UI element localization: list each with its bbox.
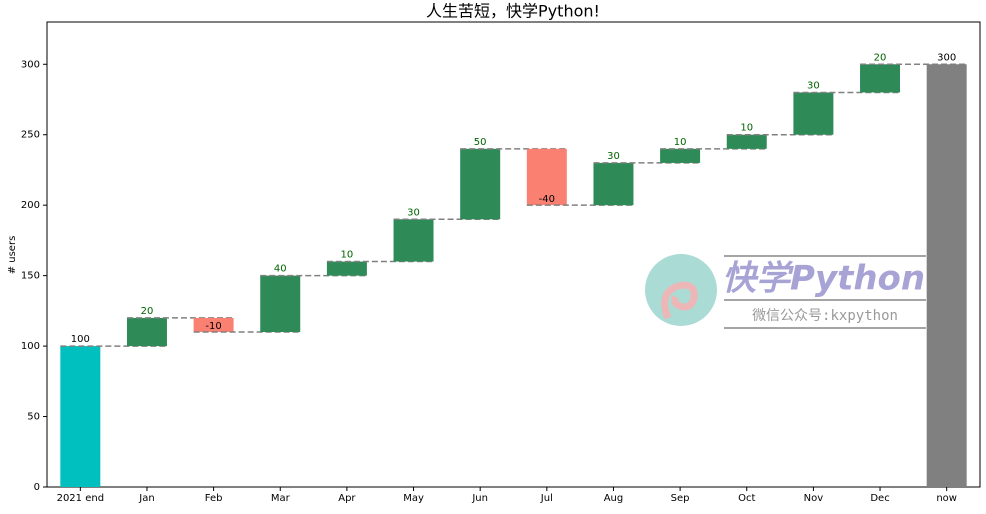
value-label: 30 <box>407 207 420 218</box>
value-label: 30 <box>807 80 820 91</box>
watermark-subtitle: 微信公众号:kxpython <box>752 308 898 324</box>
y-tick-label: 250 <box>21 130 40 141</box>
bar <box>926 64 967 487</box>
bar <box>860 64 901 93</box>
plot-frame <box>46 21 981 488</box>
x-tick-label: May <box>403 493 424 504</box>
bar <box>260 275 301 332</box>
value-label: 20 <box>874 52 887 63</box>
watermark-title: 快学Python <box>722 259 925 299</box>
x-tick-label: now <box>936 493 957 504</box>
y-tick-label: 100 <box>21 341 40 352</box>
bar <box>526 148 567 206</box>
y-tick-label: 200 <box>21 200 40 211</box>
value-label: 40 <box>274 264 287 275</box>
x-tick-label: Apr <box>338 493 356 504</box>
y-tick-label: 300 <box>21 59 40 70</box>
watermark-logo <box>645 254 717 326</box>
bar <box>193 317 234 332</box>
bar <box>460 148 501 220</box>
x-tick-label: Jun <box>471 493 488 504</box>
chart-title: 人生苦短，快学Python! <box>426 2 600 21</box>
bar <box>393 219 434 262</box>
x-tick-label: Jul <box>540 493 553 504</box>
bar <box>60 346 101 487</box>
bar <box>793 92 834 135</box>
value-label: 20 <box>141 306 154 317</box>
value-label: 10 <box>674 137 687 148</box>
x-tick-label: Aug <box>604 493 624 504</box>
watermark: 快学Python 微信公众号:kxpython <box>645 254 926 329</box>
value-label: 50 <box>474 137 487 148</box>
x-tick-label: Feb <box>205 493 223 504</box>
x-tick-label: 2021 end <box>57 493 104 504</box>
bar <box>126 317 167 347</box>
value-label: 10 <box>740 123 753 134</box>
value-label: 30 <box>607 151 620 162</box>
value-label: 10 <box>341 250 354 261</box>
value-label: -40 <box>539 194 555 205</box>
bar <box>593 162 634 206</box>
x-tick-label: Nov <box>804 493 824 504</box>
y-tick-label: 0 <box>34 482 40 493</box>
x-tick-label: Sep <box>671 493 690 504</box>
bar <box>326 261 367 276</box>
bar <box>726 134 767 149</box>
x-tick-label: Dec <box>870 493 889 504</box>
y-axis-label: # users <box>7 236 18 275</box>
y-tick-label: 150 <box>21 271 40 282</box>
x-tick-label: Oct <box>738 493 755 504</box>
x-tick-label: Jan <box>138 493 154 504</box>
y-tick-label: 50 <box>27 412 40 423</box>
value-label: 300 <box>937 52 956 63</box>
x-tick-label: Mar <box>271 493 291 504</box>
value-label: 100 <box>71 334 90 345</box>
watermark-logo-mark <box>661 281 698 320</box>
bar <box>660 148 701 163</box>
value-label: -10 <box>205 321 221 332</box>
